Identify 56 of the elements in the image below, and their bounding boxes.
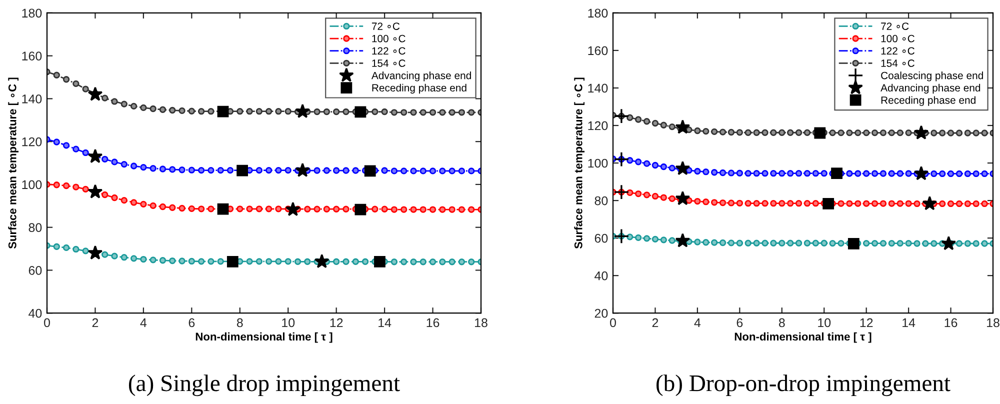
legend-label: 154 ∘C — [881, 60, 914, 67]
y-tick-label: 60 — [594, 234, 608, 243]
y-tick-label: 140 — [22, 94, 42, 104]
x-tick-label: 10 — [282, 318, 295, 328]
x-tick-label: 2 — [92, 318, 98, 328]
text: (a) Single drop impingement — [128, 374, 400, 396]
x-tick-label: 6 — [736, 318, 743, 328]
x-tick-label: 18 — [475, 318, 488, 328]
x-tick-label: 12 — [860, 318, 873, 328]
legend-label: 100 ∘C — [372, 34, 406, 42]
legend-label: 122 ∘C — [372, 47, 406, 55]
legend-label: Advancing phase end — [880, 84, 980, 94]
y-tick-label: 100 — [588, 158, 608, 168]
legend-label: Advancing phase end — [371, 72, 471, 82]
legend-label: 122 ∘C — [881, 47, 914, 55]
y-tick-label: 120 — [588, 121, 608, 130]
y-tick-label: 60 — [28, 266, 42, 275]
y-tick-label: 40 — [28, 308, 42, 318]
x-tick-label: 4 — [694, 318, 701, 328]
y-tick-label: 100 — [22, 180, 42, 190]
x-tick-label: 8 — [778, 318, 785, 328]
y-tick-label: 140 — [588, 84, 608, 93]
legend-label: 154 ∘C — [372, 60, 406, 67]
x-tick-label: 4 — [140, 318, 147, 328]
text: (b) Drop-on-drop impingement — [656, 374, 950, 396]
x-tick-label: 14 — [378, 318, 392, 328]
legend-label: Receding phase end — [881, 96, 976, 106]
y-tick-label: 80 — [28, 223, 42, 232]
x-tick-label: 10 — [818, 318, 831, 328]
x-tick-label: 16 — [944, 318, 958, 328]
legend-label: 100 ∘C — [881, 34, 914, 42]
y-tick-label: 180 — [588, 8, 608, 18]
x-tick-label: 8 — [236, 318, 243, 328]
y-tick-label: 160 — [22, 52, 42, 60]
y-tick-label: 120 — [22, 137, 42, 146]
legend-label: 72 ∘C — [881, 22, 909, 30]
y-tick-label: 20 — [594, 308, 608, 318]
y-axis-title: Surface mean temperature [ ∘C ] — [574, 78, 585, 249]
y-tick-label: 180 — [22, 8, 42, 18]
y-axis-title: Surface mean temperature [ ∘C ] — [8, 78, 19, 249]
x-tick-label: 0 — [44, 318, 50, 328]
x-tick-label: 2 — [652, 318, 658, 328]
y-tick-label: 80 — [594, 196, 608, 206]
y-tick-label: 160 — [588, 46, 608, 56]
x-tick-label: 16 — [426, 318, 440, 328]
x-tick-label: 14 — [902, 318, 916, 328]
legend-label: 72 ∘C — [372, 22, 400, 30]
x-tick-label: 6 — [188, 318, 195, 328]
y-tick-label: 40 — [594, 271, 608, 280]
x-tick-label: 12 — [330, 318, 343, 328]
x-axis-title: Non-dimensional time [ τ ] — [196, 332, 332, 343]
x-axis-title: Non-dimensional time [ τ ] — [734, 332, 872, 343]
legend-label: Coalescing phase end — [881, 72, 983, 82]
x-tick-label: 18 — [987, 318, 1000, 328]
legend-label: Receding phase end — [372, 84, 466, 94]
x-tick-label: 0 — [610, 318, 616, 328]
